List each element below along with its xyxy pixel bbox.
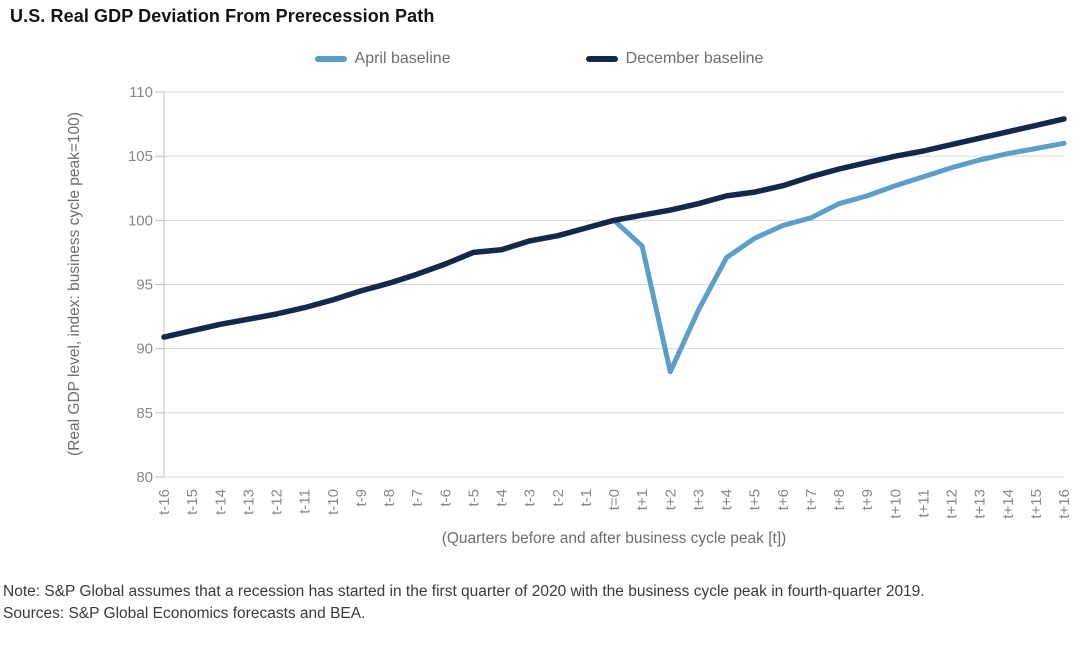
x-tick-label-t-6: t-6 xyxy=(437,489,454,507)
x-tick-label-t+4: t+4 xyxy=(719,489,736,510)
x-tick-label-t-8: t-8 xyxy=(381,489,398,507)
x-tick-label-t-13: t-13 xyxy=(240,489,257,515)
x-tick-label-t-2: t-2 xyxy=(550,489,567,507)
chart-notes: Note: S&P Global assumes that a recessio… xyxy=(3,581,943,625)
y-axis-title: (Real GDP level, index: business cycle p… xyxy=(66,112,83,456)
x-tick-label-t+7: t+7 xyxy=(803,489,820,510)
y-tick-label-90: 90 xyxy=(136,341,153,358)
x-tick-label-t+11: t+11 xyxy=(915,489,932,518)
chart-legend: April baseline December baseline xyxy=(0,50,1078,68)
y-tick-label-85: 85 xyxy=(136,405,153,422)
december-baseline-line xyxy=(161,116,1067,340)
x-tick-label-t+5: t+5 xyxy=(747,489,764,510)
x-tick-label-t+13: t+13 xyxy=(972,489,989,519)
x-tick-label-t+3: t+3 xyxy=(690,489,707,510)
sources-text: Sources: S&P Global Economics forecasts … xyxy=(3,605,366,622)
x-tick-label-t-16: t-16 xyxy=(156,489,173,515)
y-tick-label-105: 105 xyxy=(128,148,153,165)
x-tick-label-t+10: t+10 xyxy=(887,489,904,519)
april-baseline-swatch-icon xyxy=(314,56,347,62)
x-tick-label-t-11: t-11 xyxy=(297,489,314,514)
x-tick-label-t-3: t-3 xyxy=(522,489,539,507)
x-tick-label-t+1: t+1 xyxy=(634,489,651,510)
x-tick-label-t+9: t+9 xyxy=(859,489,876,510)
legend-item-april-baseline: April baseline xyxy=(314,50,451,68)
x-tick-label-t-7: t-7 xyxy=(409,489,426,507)
x-tick-label-t-15: t-15 xyxy=(184,489,201,515)
x-tick-label-t-12: t-12 xyxy=(269,489,286,515)
legend-label-december: December baseline xyxy=(625,50,764,67)
x-tick-label-t-9: t-9 xyxy=(353,489,370,507)
x-axis-title: (Quarters before and after business cycl… xyxy=(441,530,787,547)
page-title: U.S. Real GDP Deviation From Prerecessio… xyxy=(10,6,435,26)
note-text: Note: S&P Global assumes that a recessio… xyxy=(3,583,925,600)
x-tick-label-t+15: t+15 xyxy=(1028,489,1045,519)
x-tick-label-t+14: t+14 xyxy=(1000,489,1017,519)
y-tick-label-95: 95 xyxy=(136,277,153,294)
y-tick-label-110: 110 xyxy=(129,84,153,101)
x-tick-label-t+16: t+16 xyxy=(1056,489,1073,519)
legend-item-december-baseline: December baseline xyxy=(585,50,764,68)
y-tick-label-80: 80 xyxy=(136,469,153,486)
x-tick-label-t-14: t-14 xyxy=(212,489,229,515)
x-tick-label-t-10: t-10 xyxy=(325,489,342,515)
x-tick-label-t+8: t+8 xyxy=(831,489,848,510)
x-tick-label-t-1: t-1 xyxy=(578,489,595,507)
april-baseline-line xyxy=(611,140,1067,375)
x-tick-label-t+2: t+2 xyxy=(662,489,679,510)
december-baseline-swatch-icon xyxy=(585,56,618,62)
x-tick-label-t+12: t+12 xyxy=(944,489,961,519)
y-tick-label-100: 100 xyxy=(128,212,153,229)
x-tick-label-t=0: t=0 xyxy=(606,489,623,510)
legend-label-april: April baseline xyxy=(354,50,451,67)
x-tick-label-t-5: t-5 xyxy=(465,489,482,507)
x-tick-label-t+6: t+6 xyxy=(775,489,792,510)
x-tick-label-t-4: t-4 xyxy=(494,489,511,507)
